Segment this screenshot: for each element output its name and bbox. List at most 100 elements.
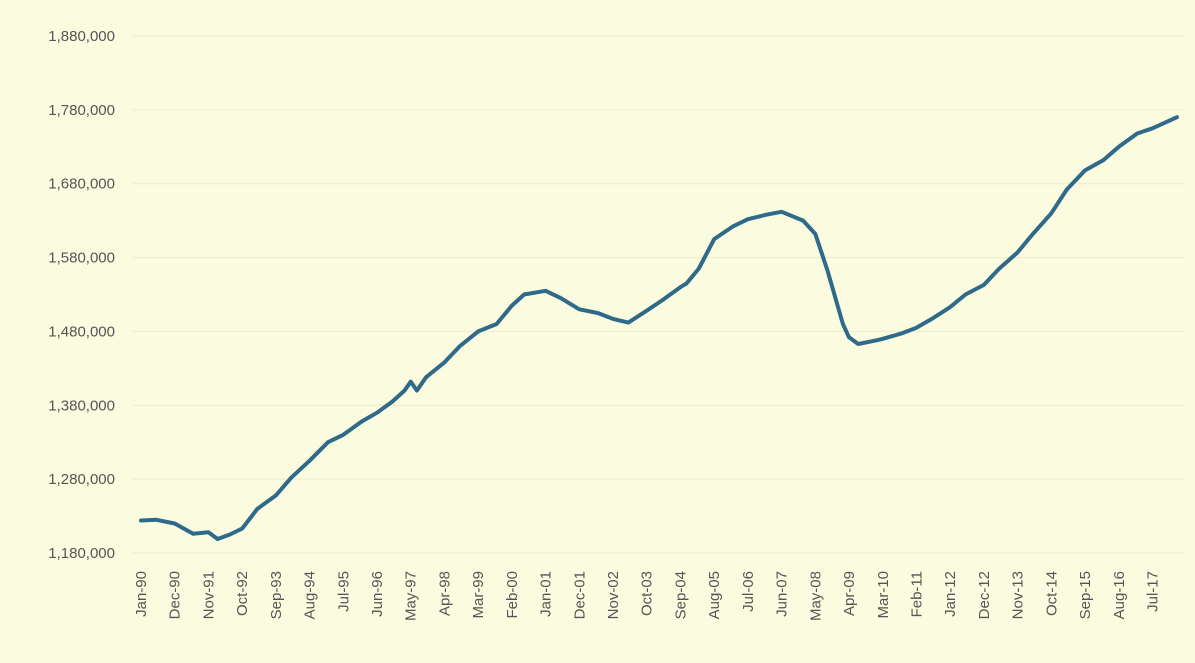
x-tick-label: Mar-10: [875, 571, 892, 619]
x-tick-label: Sep-15: [1077, 571, 1094, 619]
y-tick-label: 1,180,000: [48, 545, 115, 562]
x-tick-label: Dec-01: [571, 571, 588, 619]
data-point: [559, 296, 563, 300]
data-point: [997, 267, 1001, 271]
data-point: [206, 530, 210, 534]
data-point: [341, 433, 345, 437]
x-tick-label: Jul-17: [1144, 571, 1161, 612]
data-point: [856, 342, 860, 346]
data-point: [826, 269, 830, 273]
data-point: [139, 518, 143, 523]
data-point: [746, 217, 750, 221]
x-tick-label: Nov-91: [200, 571, 217, 619]
data-point: [403, 388, 407, 393]
x-tick-label: Oct-92: [234, 571, 251, 616]
data-point: [881, 337, 885, 341]
x-tick-label: Oct-03: [639, 571, 656, 616]
data-point: [626, 321, 630, 325]
x-tick-label: Nov-13: [1010, 571, 1027, 619]
data-point: [1065, 188, 1069, 192]
x-tick-label: Jun-07: [774, 571, 791, 617]
data-point: [1083, 168, 1087, 172]
data-point: [1175, 115, 1179, 119]
data-point: [685, 281, 689, 285]
data-point: [458, 344, 462, 348]
data-point: [216, 537, 220, 541]
data-point: [914, 326, 919, 330]
x-tick-label: Sep-93: [268, 571, 285, 619]
data-point: [255, 507, 260, 511]
x-tick-label: Oct-14: [1043, 571, 1060, 616]
data-point: [780, 210, 784, 214]
x-tick-label: Sep-04: [672, 571, 689, 619]
data-point: [154, 518, 158, 522]
data-point: [1135, 131, 1139, 136]
x-tick-label: May-08: [807, 571, 824, 621]
x-tick-label: Mar-99: [470, 571, 487, 619]
data-point: [764, 213, 768, 217]
data-point: [712, 237, 716, 241]
y-tick-label: 1,480,000: [48, 323, 115, 340]
y-tick-label: 1,580,000: [48, 250, 115, 267]
data-point: [982, 283, 986, 287]
data-point: [731, 225, 735, 229]
data-point: [678, 285, 683, 289]
data-point: [841, 322, 845, 326]
series-line: [139, 115, 1179, 541]
x-tick-label: Aug-05: [706, 571, 723, 619]
x-tick-label: Jan-90: [133, 571, 150, 617]
data-point: [1150, 126, 1155, 130]
x-tick-label: Jun-96: [369, 571, 386, 617]
data-point: [424, 375, 428, 379]
x-tick-label: Dec-12: [976, 571, 993, 619]
y-tick-label: 1,880,000: [48, 28, 115, 45]
data-point: [697, 267, 701, 271]
data-point: [173, 521, 177, 526]
data-point: [660, 298, 664, 302]
x-tick-label: May-97: [403, 571, 420, 621]
data-point: [409, 380, 413, 384]
series-layer: [139, 115, 1179, 541]
x-tick-label: Feb-00: [504, 571, 521, 619]
data-point: [326, 440, 330, 444]
data-point: [1016, 250, 1020, 254]
data-point: [813, 232, 817, 236]
x-tick-label: Jul-06: [740, 571, 757, 612]
data-point: [1117, 145, 1121, 149]
data-point: [596, 311, 600, 315]
data-point: [495, 322, 499, 326]
x-tick-label: Jul-95: [335, 571, 352, 612]
x-tick-label: Dec-90: [167, 571, 184, 619]
data-point: [645, 309, 649, 313]
y-tick-label: 1,380,000: [48, 397, 115, 414]
x-axis-tick-labels: Jan-90 Dec-90 Nov-91 Oct-92 Sep-93 Aug-94 Jul-…: [133, 571, 1161, 621]
data-point: [476, 329, 480, 333]
data-point: [875, 338, 879, 342]
data-point: [899, 332, 903, 336]
x-tick-label: Apr-98: [436, 571, 453, 616]
data-point: [801, 219, 805, 223]
data-point: [390, 400, 394, 404]
data-point: [577, 307, 581, 311]
data-point: [191, 532, 195, 536]
data-point: [228, 532, 232, 537]
x-tick-label: Aug-16: [1111, 571, 1128, 619]
data-point: [274, 493, 278, 497]
data-point: [375, 411, 379, 415]
data-point: [1031, 232, 1035, 236]
data-point: [963, 292, 968, 297]
data-point: [1049, 211, 1053, 215]
x-tick-label: Apr-09: [841, 571, 858, 616]
x-tick-label: Jan-12: [942, 571, 959, 617]
data-point: [611, 317, 615, 321]
data-point: [847, 335, 851, 339]
data-point: [544, 289, 548, 293]
data-point: [415, 388, 419, 393]
y-tick-label: 1,280,000: [48, 471, 115, 488]
y-axis-tick-labels: 1,180,000 1,280,000 1,380,000 1,480,000 1,58…: [48, 28, 115, 562]
data-point: [289, 476, 293, 480]
data-point: [948, 305, 952, 309]
x-tick-label: Jan-01: [538, 571, 555, 617]
